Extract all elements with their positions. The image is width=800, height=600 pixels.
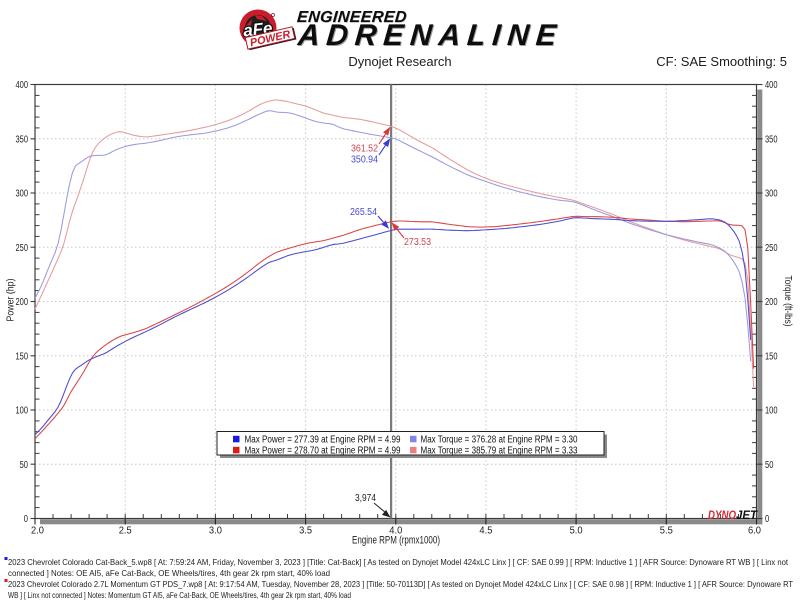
svg-text:Max Power = 278.70 at Engine R: Max Power = 278.70 at Engine RPM = 4.99: [245, 445, 401, 456]
svg-text:Max Torque = 385.79 at Engine: Max Torque = 385.79 at Engine RPM = 3.33: [421, 445, 578, 456]
svg-text:100: 100: [16, 406, 29, 417]
svg-text:200: 200: [16, 297, 29, 308]
svg-text:5.5: 5.5: [660, 526, 673, 537]
svg-text:JET: JET: [736, 510, 758, 522]
svg-text:300: 300: [765, 189, 778, 200]
svg-text:2023 Chevrolet Colorado 2.7L M: 2023 Chevrolet Colorado 2.7L Momentum GT…: [8, 579, 793, 589]
svg-text:400: 400: [16, 80, 29, 91]
svg-text:150: 150: [16, 351, 29, 362]
svg-text:350: 350: [765, 134, 778, 145]
svg-text:150: 150: [765, 351, 778, 362]
svg-text:Max Power = 277.39 at Engine R: Max Power = 277.39 at Engine RPM = 4.99: [245, 434, 401, 445]
svg-text:300: 300: [16, 189, 29, 200]
svg-text:350: 350: [16, 134, 29, 145]
svg-text:Engine RPM (rpmx1000): Engine RPM (rpmx1000): [352, 535, 440, 547]
svg-text:0: 0: [765, 514, 770, 525]
svg-text:400: 400: [765, 80, 778, 91]
svg-text:Max Torque = 376.28 at Engine: Max Torque = 376.28 at Engine RPM = 3.30: [421, 434, 578, 445]
svg-text:3,974: 3,974: [355, 493, 376, 504]
svg-text:273.53: 273.53: [404, 237, 431, 248]
svg-text:2.5: 2.5: [119, 526, 132, 537]
svg-text:361.52: 361.52: [351, 144, 378, 155]
svg-text:50: 50: [20, 460, 29, 471]
svg-text:DYNO: DYNO: [708, 510, 736, 522]
svg-text:2.0: 2.0: [31, 526, 44, 537]
svg-text:5.0: 5.0: [570, 526, 583, 537]
svg-text:4.5: 4.5: [479, 526, 492, 537]
svg-text:WB ] [ Linx not connected ] No: WB ] [ Linx not connected ] Notes: Momen…: [8, 590, 351, 600]
svg-text:Power (hp): Power (hp): [6, 279, 17, 322]
svg-text:350.94: 350.94: [351, 155, 378, 166]
svg-text:4.0: 4.0: [389, 526, 402, 537]
svg-text:200: 200: [765, 297, 778, 308]
svg-text:0: 0: [24, 514, 29, 525]
svg-text:Torque (ft-lbs): Torque (ft-lbs): [782, 276, 793, 327]
svg-text:CF: SAE Smoothing: 5: CF: SAE Smoothing: 5: [656, 54, 787, 69]
svg-text:265.54: 265.54: [350, 207, 377, 218]
svg-text:3.5: 3.5: [299, 526, 312, 537]
svg-text:250: 250: [16, 243, 29, 254]
svg-text:Dynojet Research: Dynojet Research: [348, 54, 451, 69]
svg-text:250: 250: [765, 243, 778, 254]
svg-text:connected ] Notes: OE AI5, aFe: connected ] Notes: OE AI5, aFe Cat-Back,…: [8, 568, 330, 578]
svg-text:6.0: 6.0: [748, 526, 761, 537]
svg-text:100: 100: [765, 406, 778, 417]
svg-text:3.0: 3.0: [209, 526, 222, 537]
svg-text:50: 50: [765, 460, 774, 471]
svg-text:2023 Chevrolet Colorado Cat-Ba: 2023 Chevrolet Colorado Cat-Back_5.wp8 […: [8, 557, 789, 567]
